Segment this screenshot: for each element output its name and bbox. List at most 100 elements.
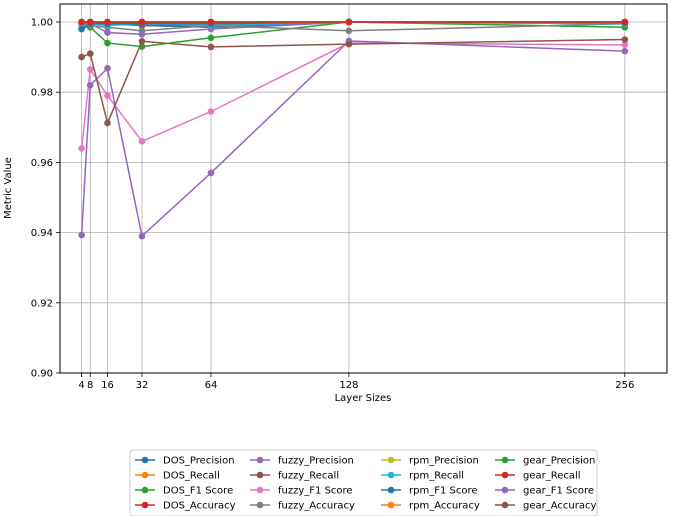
series-gear-recall (78, 18, 629, 26)
legend-swatch-marker (256, 486, 264, 494)
data-point (78, 53, 85, 61)
data-point (86, 18, 94, 26)
series-gear-accuracy (78, 36, 629, 127)
legend-swatch-marker (387, 501, 395, 509)
legend-swatch-marker (501, 501, 509, 509)
data-point (345, 40, 353, 48)
data-point (207, 43, 215, 51)
data-point (207, 18, 215, 26)
data-point (138, 18, 146, 26)
legend-label: fuzzy_Precision (278, 456, 354, 467)
y-axis-ticks: 0.90 0.92 0.94 0.96 0.98 1.00 (31, 18, 60, 380)
legend-label: DOS_Precision (163, 456, 235, 467)
data-point (104, 18, 111, 26)
series-line (81, 38, 625, 126)
legend-entry: DOS_Recall (135, 471, 220, 482)
legend-swatch-marker (256, 471, 264, 479)
legend-label: fuzzy_Recall (278, 471, 339, 482)
series-line (80, 40, 625, 238)
x-tick-label: 32 (136, 380, 149, 391)
data-point (138, 232, 146, 240)
data-point (621, 18, 629, 26)
series-line (80, 42, 625, 149)
x-axis-ticks: 4 8 16 32 64 128 256 (78, 373, 634, 391)
data-point (86, 50, 94, 57)
y-tick-label: 1.00 (31, 18, 53, 29)
x-tick-label: 64 (205, 380, 218, 391)
y-tick-label: 0.96 (31, 158, 53, 169)
legend-label: gear_Precision (523, 456, 595, 467)
legend-label: gear_Accuracy (523, 501, 596, 512)
y-tick-label: 0.90 (31, 369, 53, 380)
legend-entry: fuzzy_F1 Score (250, 486, 353, 497)
legend-swatch-marker (501, 486, 509, 494)
x-tick-label: 128 (339, 380, 358, 391)
legend-swatch-marker (387, 471, 395, 479)
legend-entry: gear_Accuracy (495, 501, 596, 512)
legend-entry: fuzzy_Accuracy (250, 501, 355, 512)
data-point (104, 92, 111, 100)
legend-entry: gear_Precision (495, 456, 595, 467)
data-point (104, 39, 111, 47)
legend-entry: gear_Recall (495, 471, 581, 482)
legend-swatch-marker (141, 456, 149, 464)
legend-entry: rpm_Accuracy (381, 501, 480, 512)
legend-entry: gear_F1 Score (495, 486, 594, 497)
legend-label: DOS_Recall (163, 471, 220, 482)
legend-entry: DOS_F1 Score (135, 486, 233, 497)
legend-swatch-marker (256, 501, 264, 509)
data-point (86, 66, 94, 73)
data-point (86, 81, 94, 89)
data-point (345, 18, 353, 26)
legend-label: rpm_Precision (409, 456, 479, 467)
legend-swatch-marker (141, 486, 149, 494)
legend-swatch-marker (141, 471, 149, 479)
legend-box (129, 449, 598, 516)
series-gear-f1-score (78, 37, 629, 240)
plot-frame (59, 3, 668, 374)
data-point (207, 108, 215, 115)
y-tick-label: 0.98 (31, 88, 53, 99)
data-point (621, 47, 629, 55)
y-axis-label: Metric Value (3, 157, 14, 219)
legend: DOS_Precision DOS_Recall DOS_F1 Score DOS_A… (129, 449, 598, 516)
grid-lines (60, 4, 667, 374)
x-tick-label: 16 (101, 380, 114, 391)
legend-label: rpm_Accuracy (409, 501, 480, 512)
legend-swatch-marker (387, 486, 395, 494)
legend-label: fuzzy_F1 Score (278, 486, 353, 497)
legend-entry: rpm_Precision (381, 456, 479, 467)
legend-entry: rpm_F1 Score (381, 486, 478, 497)
x-tick-label: 256 (615, 380, 634, 391)
x-axis-label: Layer Sizes (335, 393, 392, 404)
legend-label: gear_F1 Score (523, 486, 594, 497)
data-point (207, 169, 215, 177)
legend-label: gear_Recall (523, 471, 581, 482)
legend-label: DOS_Accuracy (163, 501, 236, 512)
x-tick-label: 4 (78, 380, 84, 391)
data-point (104, 119, 111, 127)
data-point (138, 27, 146, 35)
data-point (621, 36, 629, 43)
legend-entry: rpm_Recall (381, 471, 464, 482)
legend-swatch-marker (501, 471, 509, 479)
data-point (78, 25, 85, 33)
data-point (78, 231, 85, 239)
legend-entry: DOS_Precision (135, 456, 235, 467)
y-tick-label: 0.92 (31, 298, 53, 309)
data-point (104, 29, 111, 36)
data-point (138, 38, 146, 45)
x-tick-label: 8 (87, 380, 93, 391)
series-lines (78, 18, 629, 240)
data-point (104, 65, 111, 72)
y-tick-label: 0.94 (31, 228, 53, 239)
legend-swatch-marker (141, 501, 149, 509)
legend-label: fuzzy_Accuracy (278, 501, 355, 512)
legend-swatch-marker (256, 456, 264, 464)
legend-entry: fuzzy_Precision (250, 456, 354, 467)
legend-label: DOS_F1 Score (163, 486, 233, 497)
data-point (138, 138, 146, 145)
data-point (621, 41, 629, 49)
data-point (345, 27, 353, 35)
